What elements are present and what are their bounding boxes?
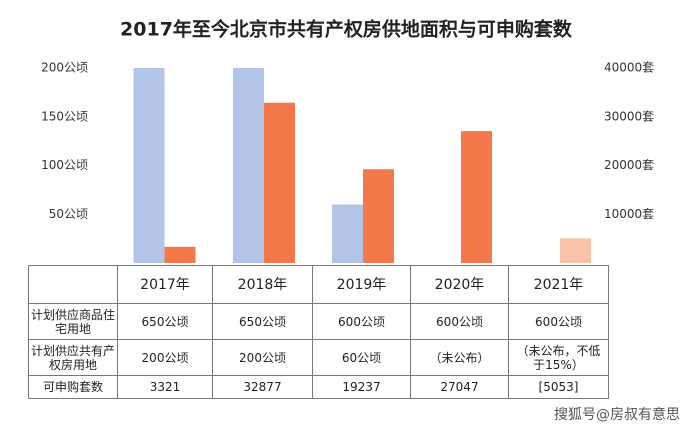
cell: 650公顷 [212, 303, 313, 340]
bar [461, 131, 492, 263]
y-tick-label: 200公顷 [41, 61, 88, 75]
row-label: 可申购套数 [28, 375, 118, 399]
header-cell: 2017年 [117, 265, 213, 304]
y2-tick-label: 10000套 [604, 207, 654, 221]
corner-cell [28, 265, 118, 304]
cell: 19237 [312, 375, 411, 399]
data-table: 2017年 2018年 2019年 2020年 2021年 计划供应商品住宅用地… [28, 265, 609, 399]
cell: （未公布，不低于15%） [508, 339, 609, 376]
bar [233, 68, 264, 263]
y2-tick-label: 20000套 [604, 158, 654, 172]
cell: 600公顷 [312, 303, 411, 340]
y2-tick-label: 40000套 [604, 61, 654, 75]
cell: 27047 [410, 375, 509, 399]
y-tick-label: 50公顷 [49, 207, 88, 221]
table-row: 计划供应商品住宅用地 650公顷 650公顷 600公顷 600公顷 600公顷 [28, 303, 609, 340]
chart-title: 2017年至今北京市共有产权房供地面积与可申购套数 [120, 18, 573, 41]
header-row: 2017年 2018年 2019年 2020年 2021年 [28, 265, 609, 304]
bar [332, 204, 363, 263]
cell: 3321 [117, 375, 213, 399]
header-cell: 2020年 [410, 265, 509, 304]
cell: 60公顷 [312, 339, 411, 376]
footer: 搜狐号@房叔有意思 [554, 407, 680, 423]
y2-tick-label: 30000套 [604, 109, 654, 123]
header-cell: 2019年 [312, 265, 411, 304]
bar [560, 238, 591, 263]
cell: 200公顷 [212, 339, 313, 376]
y-tick-label: 150公顷 [41, 109, 88, 123]
y-tick-label: 100公顷 [41, 158, 88, 172]
bar [133, 68, 165, 263]
row-label: 计划供应商品住宅用地 [28, 303, 118, 340]
cell: （未公布） [410, 339, 509, 376]
bar [264, 102, 295, 263]
header-cell: 2018年 [212, 265, 313, 304]
cell: [5053] [508, 375, 609, 399]
cell: 200公顷 [117, 339, 213, 376]
cell: 600公顷 [508, 303, 609, 340]
table-row: 可申购套数 3321 32877 19237 27047 [5053] [28, 375, 609, 399]
cell: 650公顷 [117, 303, 213, 340]
bar [164, 246, 196, 263]
header-cell: 2021年 [508, 265, 609, 304]
cell: 32877 [212, 375, 313, 399]
cell: 600公顷 [410, 303, 509, 340]
row-label: 计划供应共有产权房用地 [28, 339, 118, 376]
bar [363, 169, 394, 263]
table-row: 计划供应共有产权房用地 200公顷 200公顷 60公顷 （未公布） （未公布，… [28, 339, 609, 376]
